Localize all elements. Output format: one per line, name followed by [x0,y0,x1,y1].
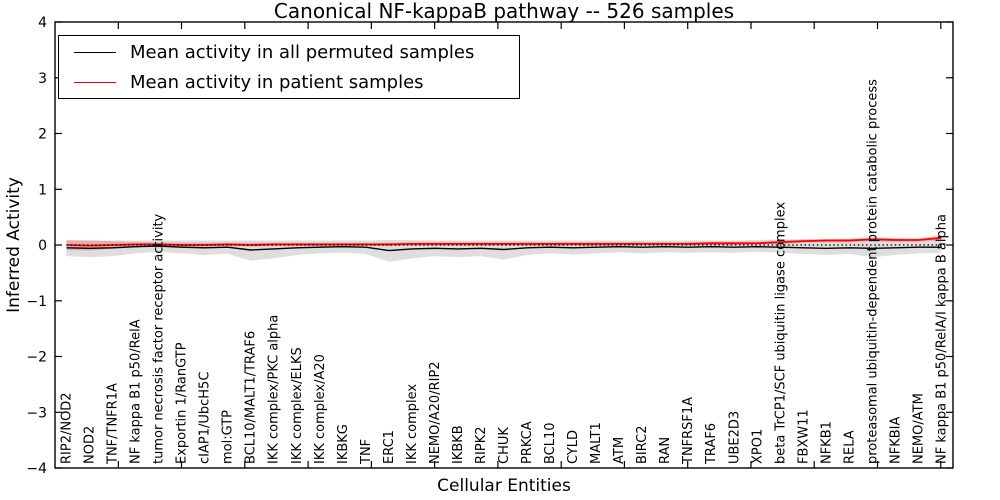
legend-label-permuted: Mean activity in all permuted samples [130,41,475,63]
y-tick-label: 0 [38,238,47,254]
x-entity-label: RIP2/NOD2 [60,392,75,464]
y-tick-label: 2 [38,127,47,143]
x-entity-label: tumor necrosis factor receptor activity [152,213,167,464]
x-entity-label: NF kappa B1 p50/RelA [129,319,144,464]
y-tick-label: −2 [26,350,47,366]
x-entity-label: CYLD [566,430,581,464]
y-tick-label: 4 [38,15,47,31]
x-entity-label: NOD2 [83,426,98,464]
x-entity-label: NFKB1 [819,421,834,464]
x-entity-label: RIPK2 [474,426,489,464]
y-axis-label: Inferred Activity [4,177,24,313]
x-entity-label: proteasomal ubiquitin-dependent protein … [865,79,880,464]
x-entity-label: TRAF6 [704,423,719,465]
permuted-mean-line [66,245,942,252]
patient-mean-line [66,236,942,247]
x-entity-label: NEMO/A20/RIP2 [428,361,443,464]
y-tick-label: 1 [38,182,47,198]
x-entity-label: cIAP1/UbcH5C [198,372,213,464]
x-entity-label: TNF [359,439,374,465]
x-entity-label: ERC1 [382,430,397,464]
legend-label-patient: Mean activity in patient samples [130,71,424,93]
x-entity-label: IKK complex/ELKS [290,347,305,464]
y-tick-label: −1 [26,294,47,310]
x-entity-label: BCL10/MALT1/TRAF6 [244,331,259,464]
x-axis-label: Cellular Entities [437,476,571,496]
x-entity-label: ATM [612,437,627,464]
legend-row-permuted: Mean activity in all permuted samples [59,39,519,65]
x-entity-label: IKBKG [336,424,351,464]
x-entity-label: beta TrCP1/SCF ubiquitin ligase complex [773,202,788,464]
x-entity-label: XPO1 [750,429,765,464]
x-entity-label: IKK complex/A20 [313,354,328,464]
x-entity-label: CHUK [497,427,512,464]
x-entity-label: FBXW11 [796,409,811,464]
patient-line-swatch [74,81,116,83]
x-entity-label: PRKCA [520,421,535,464]
x-entity-label: BCL10 [543,422,558,464]
x-entity-label: NEMO/ATM [911,393,926,464]
y-tick-label: 3 [38,71,47,87]
legend: Mean activity in all permuted samples Me… [58,35,520,99]
x-entity-label: RELA [842,430,857,464]
x-entity-label: UBE2D3 [727,411,742,464]
x-entity-label: IKBKB [451,425,466,464]
x-entity-label: mol:GTP [221,410,236,464]
x-entity-label: IKK complex/PKC alpha [267,315,282,464]
x-entity-label: Exportin 1/RanGTP [175,342,190,464]
x-entity-label: TNFRSF1A [681,397,696,465]
x-entity-label: NFKBIA [888,417,903,464]
y-tick-label: −3 [26,405,47,421]
x-entity-label: MALT1 [589,422,604,464]
legend-row-patient: Mean activity in patient samples [59,69,519,95]
y-tick-label: −4 [26,461,47,477]
x-entity-label: BIRC2 [635,426,650,465]
chart-title: Canonical NF-kappaB pathway -- 526 sampl… [273,0,735,23]
permuted-line-swatch [74,51,116,53]
x-entity-label: TNF/TNFR1A [106,383,121,465]
x-entity-label: IKK complex [405,384,420,464]
x-entity-label: RAN [658,437,673,464]
x-entity-label: NF kappa B1 p50/RelA/I kappa B alpha [934,214,949,464]
